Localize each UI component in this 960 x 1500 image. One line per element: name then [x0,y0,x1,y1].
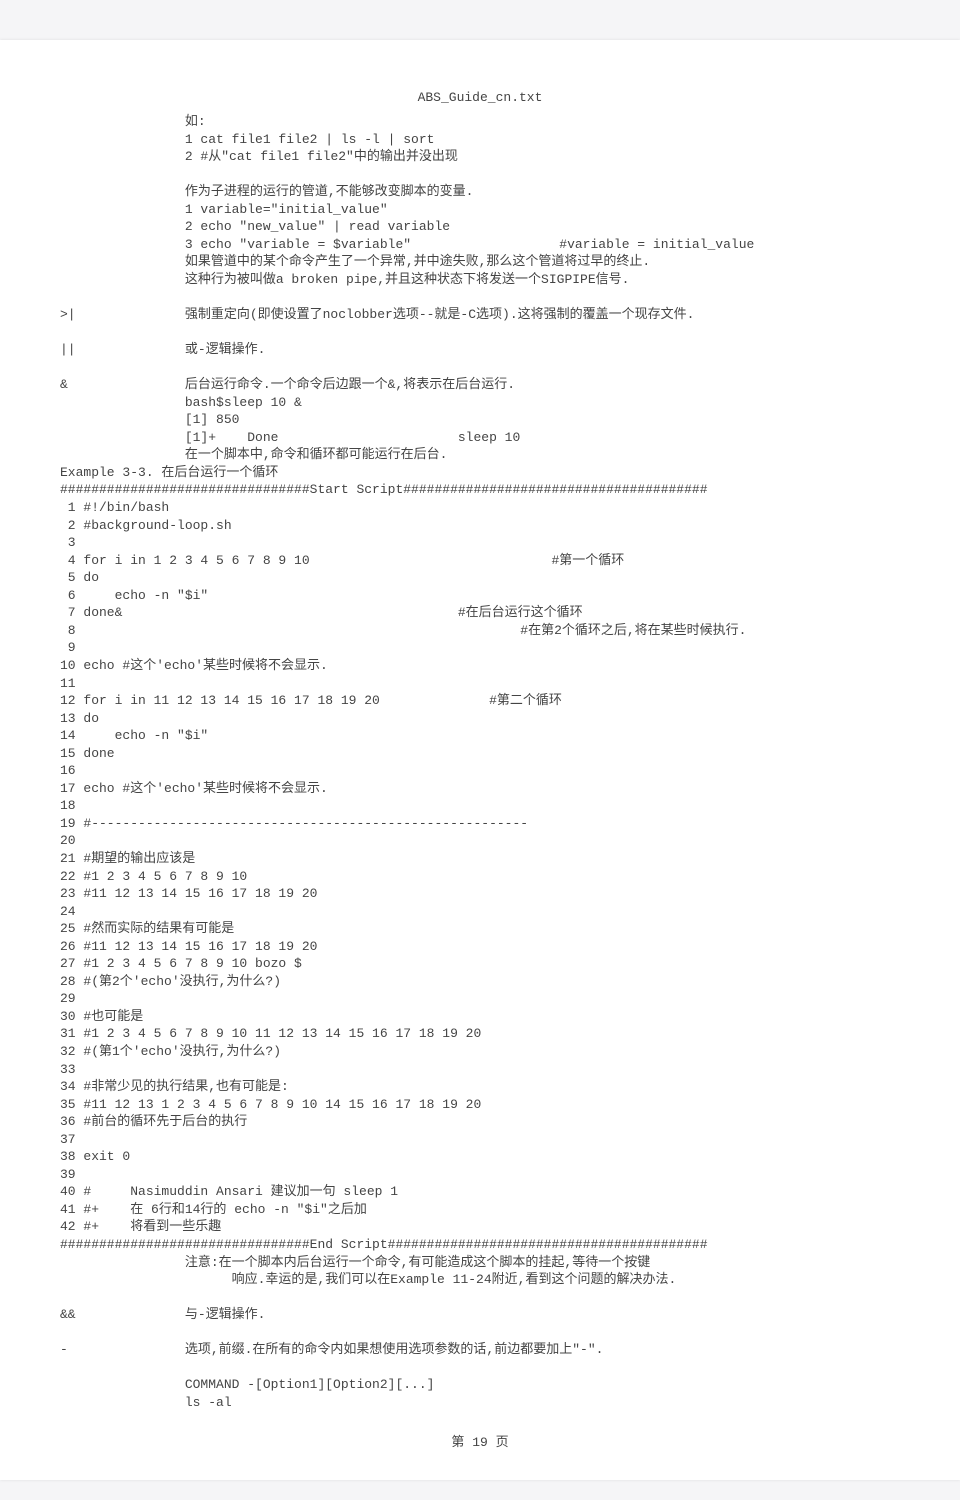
operators2-block: && 与-逻辑操作. - 选项,前缀.在所有的命令内如果想使用选项参数的话,前边… [60,1289,900,1412]
end-separator: ################################End Scri… [60,1236,900,1254]
note-block: 注意:在一个脚本内后台运行一个命令,有可能造成这个脚本的挂起,等待一个按键 响应… [60,1254,900,1289]
page-number: 第 19 页 [60,1431,900,1450]
start-separator: ################################Start Sc… [60,481,900,499]
operators-block: >| 强制重定向(即使设置了noclobber选项--就是-C选项).这将强制的… [60,288,900,463]
intro-code-block: 如: 1 cat file1 file2 | ls -l | sort 2 #从… [60,113,900,288]
example-title: Example 3-3. 在后台运行一个循环 [60,464,900,482]
script-code-block: 1 #!/bin/bash 2 #background-loop.sh 3 4 … [60,499,900,1236]
document-page: ABS_Guide_cn.txt 如: 1 cat file1 file2 | … [0,40,960,1480]
document-title: ABS_Guide_cn.txt [60,90,900,105]
